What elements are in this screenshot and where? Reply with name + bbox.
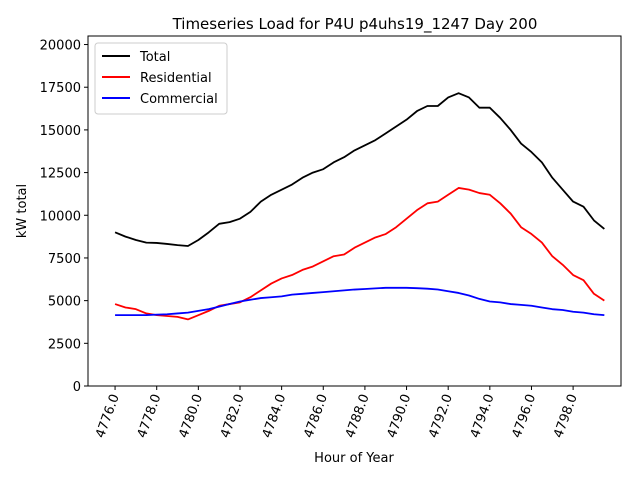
y-tick-label: 10000 <box>40 209 81 224</box>
y-tick-label: 5000 <box>48 295 81 310</box>
series-layer <box>114 92 605 321</box>
legend-label-commercial: Commercial <box>140 92 218 107</box>
y-axis-label: kW total <box>15 184 30 238</box>
y-tick-label: 2500 <box>48 337 81 352</box>
y-tick-label: 17500 <box>40 81 81 96</box>
y-tick-label: 0 <box>73 380 81 395</box>
plot-frame <box>87 35 622 387</box>
y-tick-label: 15000 <box>40 124 81 139</box>
series-line-commercial <box>115 286 605 317</box>
y-axis-ticks: 0 2500 5000 7500 10000 12500 15000 17500 20000 <box>40 39 88 395</box>
y-tick-label: 12500 <box>40 167 81 182</box>
y-tick-label: 7500 <box>48 252 81 267</box>
legend-label-total: Total <box>139 50 170 65</box>
legend-label-residential: Residential <box>140 71 212 86</box>
y-tick-label: 20000 <box>40 39 81 54</box>
series-line-total <box>114 92 605 247</box>
legend-box <box>94 42 228 115</box>
x-axis-label: Hour of Year <box>314 451 394 466</box>
chart-title: Timeseries Load for P4U p4uhs19_1247 Day… <box>172 15 538 34</box>
legend: Total Residential Commercial <box>94 42 228 115</box>
series-line-residential <box>114 187 605 321</box>
